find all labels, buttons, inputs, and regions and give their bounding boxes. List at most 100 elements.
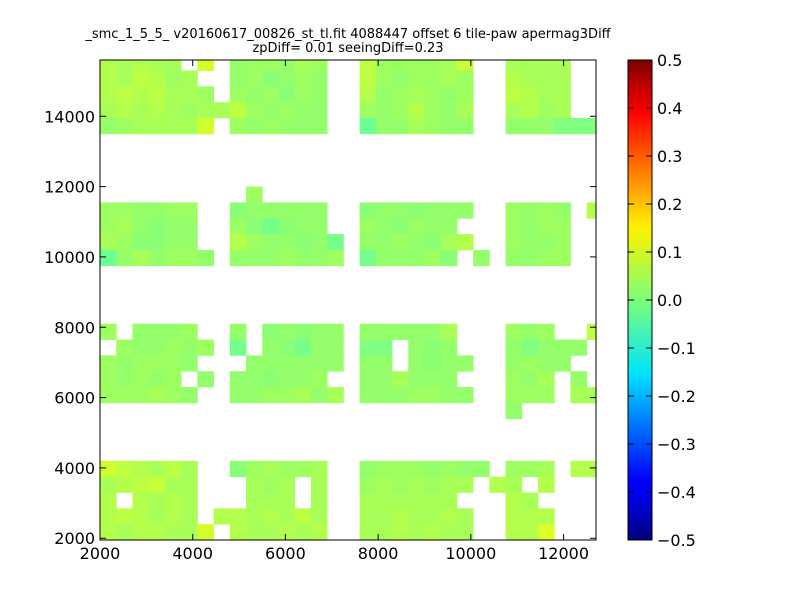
heatmap-cell [375, 476, 393, 493]
heatmap-cell [148, 86, 166, 103]
heatmap-cell [408, 387, 425, 404]
heatmap-cell [246, 70, 263, 87]
heatmap-cell [456, 476, 474, 493]
heatmap-cell [116, 524, 133, 541]
heatmap-cell [375, 323, 393, 340]
heatmap-cell [148, 371, 166, 388]
heatmap-cell [359, 492, 377, 509]
heatmap-cell [440, 339, 458, 356]
heatmap-cell [521, 339, 539, 356]
heatmap-cell [440, 492, 458, 509]
heatmap-cell [310, 387, 328, 404]
heatmap-cell [505, 234, 523, 251]
heatmap-cell [132, 492, 150, 509]
y-tick-label: 14000 [44, 107, 95, 126]
heatmap-cell [538, 218, 555, 235]
heatmap-cell [278, 202, 296, 219]
heatmap-cell [392, 508, 409, 525]
heatmap-cell [262, 476, 279, 493]
x-tick-label: 4000 [172, 544, 213, 563]
heatmap-cell [440, 387, 458, 404]
heatmap-cell [197, 118, 214, 135]
heatmap-cell [440, 249, 458, 267]
heatmap-cell [132, 118, 150, 135]
heatmap-cell [327, 355, 344, 372]
heatmap-cell [538, 524, 555, 541]
heatmap-cell [132, 508, 150, 525]
heatmap-cell [116, 476, 133, 493]
colorbar-tick-label: 0.3 [657, 147, 682, 166]
heatmap-cell [132, 476, 150, 493]
heatmap-cell [538, 476, 555, 493]
heatmap-cell [505, 460, 523, 478]
heatmap-cell [262, 460, 279, 478]
heatmap-cell [262, 102, 279, 119]
heatmap-cell [278, 492, 296, 509]
heatmap-cell [181, 355, 198, 372]
heatmap-cell [164, 249, 182, 267]
colorbar-tick-label: −0.4 [657, 483, 696, 502]
heatmap-cell [181, 202, 198, 219]
heatmap-cell [116, 371, 133, 388]
heatmap-cell [456, 102, 474, 119]
heatmap-cell [489, 476, 506, 493]
heatmap-cell [294, 234, 312, 251]
heatmap-cell [392, 86, 409, 103]
colorbar-tick-label: −0.1 [657, 339, 696, 358]
heatmap-cell [408, 102, 425, 119]
heatmap-cell [100, 249, 117, 267]
heatmap-cell [116, 102, 133, 119]
heatmap-cell [148, 234, 166, 251]
heatmap-cell [181, 249, 198, 267]
heatmap-cell [375, 355, 393, 372]
heatmap-cell [148, 339, 166, 356]
heatmap-cell [116, 508, 133, 525]
colorbar-tick-label: 0.4 [657, 99, 682, 118]
heatmap-cell [213, 102, 231, 119]
heatmap-cell [164, 339, 182, 356]
heatmap-cell [246, 355, 263, 372]
heatmap-cell [262, 70, 279, 87]
heatmap-cell [554, 102, 571, 119]
y-tick-label: 10000 [44, 248, 95, 267]
heatmap-cell [294, 70, 312, 87]
heatmap-cell [538, 355, 555, 372]
heatmap-cell [408, 86, 425, 103]
heatmap-cell [181, 70, 198, 87]
heatmap-cell [262, 60, 279, 71]
heatmap-cell [148, 460, 166, 478]
y-axis: 2000 4000 6000 8000 10000 12000 14000 [44, 107, 596, 548]
heatmap-cell [278, 323, 296, 340]
heatmap-cell [132, 524, 150, 541]
heatmap-cell [116, 339, 133, 356]
heatmap-cell [229, 371, 247, 388]
heatmap-cell [229, 249, 247, 267]
heatmap-cell [375, 70, 393, 87]
heatmap-cell [197, 86, 214, 103]
heatmap-cell [424, 339, 442, 356]
heatmap-cell [181, 476, 198, 493]
heatmap-cell [294, 508, 312, 525]
heatmap-cell [294, 524, 312, 541]
heatmap-cell [100, 102, 117, 119]
heatmap-cell [359, 249, 377, 267]
heatmap-cell [294, 323, 312, 340]
heatmap-cell [116, 70, 133, 87]
heatmap-cell [375, 371, 393, 388]
heatmap-cell [278, 371, 296, 388]
colorbar-tick-label: 0.1 [657, 243, 682, 262]
heatmap-cell [392, 249, 409, 267]
heatmap-cell [310, 234, 328, 251]
heatmap-cell [505, 492, 523, 509]
heatmap-cell [100, 476, 117, 493]
heatmap-cell [294, 102, 312, 119]
heatmap-cell [456, 70, 474, 87]
heatmap-cell [132, 86, 150, 103]
y-tick-label: 12000 [44, 178, 95, 197]
heatmap-cell [408, 234, 425, 251]
heatmap-cell [327, 249, 344, 267]
heatmap-cell [554, 339, 571, 356]
heatmap-cell [456, 118, 474, 135]
heatmap-cell [278, 218, 296, 235]
heatmap-cell [392, 387, 409, 404]
